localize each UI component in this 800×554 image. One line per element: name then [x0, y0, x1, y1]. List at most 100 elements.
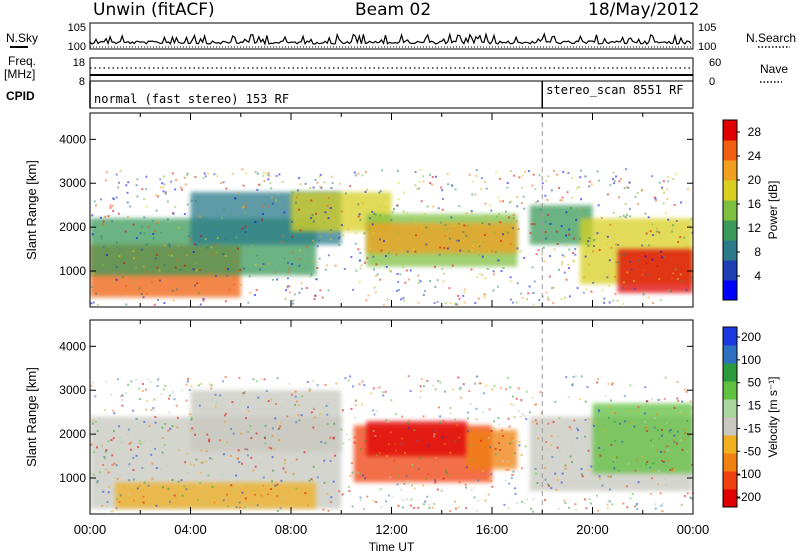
echo-cell: [371, 223, 374, 226]
echo-cell: [520, 292, 523, 295]
echo-cell: [413, 429, 416, 432]
echo-cell: [161, 182, 164, 185]
echo-cell: [301, 395, 304, 398]
echo-cell: [316, 444, 319, 447]
echo-cell: [360, 264, 363, 267]
echo-cell: [686, 419, 689, 422]
echo-cell: [358, 280, 361, 283]
echo-cell: [490, 473, 493, 476]
echo-cell: [167, 487, 170, 490]
echo-cell: [634, 195, 637, 198]
echo-cell: [119, 494, 122, 497]
echo-cell: [504, 230, 507, 233]
echo-cell: [613, 182, 616, 185]
echo-cell: [406, 422, 409, 424]
echo-cell: [185, 488, 188, 491]
echo-cell: [397, 475, 399, 478]
echo-cell: [280, 422, 282, 425]
echo-cell: [409, 504, 412, 507]
echo-cell: [587, 418, 590, 420]
echo-cell: [545, 462, 548, 465]
echo-cell: [373, 286, 376, 289]
echo-cell: [129, 205, 132, 208]
echo-cell: [581, 473, 583, 476]
echo-cell: [587, 421, 590, 424]
echo-cell: [334, 216, 336, 219]
echo-cell: [184, 183, 187, 186]
echo-cell: [449, 412, 452, 415]
echo-cell: [128, 428, 130, 431]
echo-cell: [641, 273, 644, 276]
echo-cell: [210, 441, 213, 444]
echo-cell: [545, 237, 548, 240]
echo-cell: [493, 385, 496, 388]
echo-cell: [120, 222, 123, 224]
echo-cell: [522, 195, 525, 198]
freq-tick-label: 8: [79, 76, 85, 88]
echo-cell: [283, 211, 286, 214]
velocity-ytick-label: 1000: [59, 471, 86, 485]
echo-cell: [171, 172, 174, 175]
echo-cell: [143, 232, 146, 235]
echo-cell: [295, 487, 298, 490]
echo-cell: [295, 201, 297, 204]
echo-cell: [471, 244, 474, 247]
echo-cell: [281, 181, 284, 183]
echo-cell: [488, 223, 491, 226]
echo-cell: [436, 488, 439, 491]
echo-cell: [467, 411, 470, 414]
echo-cell: [246, 485, 249, 488]
echo-cell: [338, 244, 341, 247]
echo-cell: [135, 276, 138, 278]
echo-cell: [637, 259, 640, 262]
echo-cell: [134, 378, 137, 381]
echo-cell: [280, 479, 283, 482]
echo-cell: [630, 268, 633, 271]
echo-cell: [366, 188, 369, 191]
echo-cell: [92, 272, 95, 275]
echo-cell: [237, 247, 239, 250]
echo-cell: [170, 493, 173, 496]
echo-cell: [454, 188, 457, 191]
echo-cell: [441, 189, 444, 192]
echo-cell: [498, 442, 501, 445]
echo-cell: [110, 439, 113, 442]
echo-cell: [453, 224, 456, 227]
echo-cell: [127, 493, 130, 496]
echo-cell: [479, 382, 482, 385]
echo-cell: [351, 385, 354, 388]
echo-cell: [237, 449, 240, 452]
echo-cell: [428, 506, 431, 509]
echo-cell: [556, 173, 559, 176]
echo-cell: [558, 417, 561, 420]
echo-cell: [151, 477, 154, 480]
echo-cell: [397, 198, 400, 201]
echo-cell: [354, 242, 357, 245]
echo-cell: [394, 442, 397, 445]
echo-cell: [613, 275, 616, 278]
echo-cell: [419, 280, 422, 283]
echo-cell: [193, 464, 196, 467]
power-colorbar-tick-label: 16: [748, 197, 762, 211]
echo-cell: [616, 299, 619, 302]
time-tick-label: 16:00: [476, 522, 509, 537]
echo-cell: [503, 503, 506, 506]
echo-cell: [162, 388, 165, 391]
echo-cell: [278, 427, 281, 430]
echo-cell: [578, 208, 581, 211]
echo-cell: [593, 442, 596, 445]
echo-cell: [629, 497, 632, 500]
echo-cell: [402, 299, 405, 302]
echo-cell: [484, 202, 487, 205]
echo-cell: [148, 425, 151, 428]
power-colorbar-swatch: [723, 120, 737, 141]
echo-cell: [305, 246, 308, 249]
echo-cell: [645, 262, 648, 265]
echo-cell: [189, 429, 192, 432]
echo-cell: [521, 296, 524, 299]
echo-cell: [505, 468, 508, 471]
echo-cell: [606, 276, 609, 279]
echo-cell: [143, 420, 146, 423]
echo-cell: [235, 474, 238, 477]
echo-cell: [531, 266, 534, 269]
